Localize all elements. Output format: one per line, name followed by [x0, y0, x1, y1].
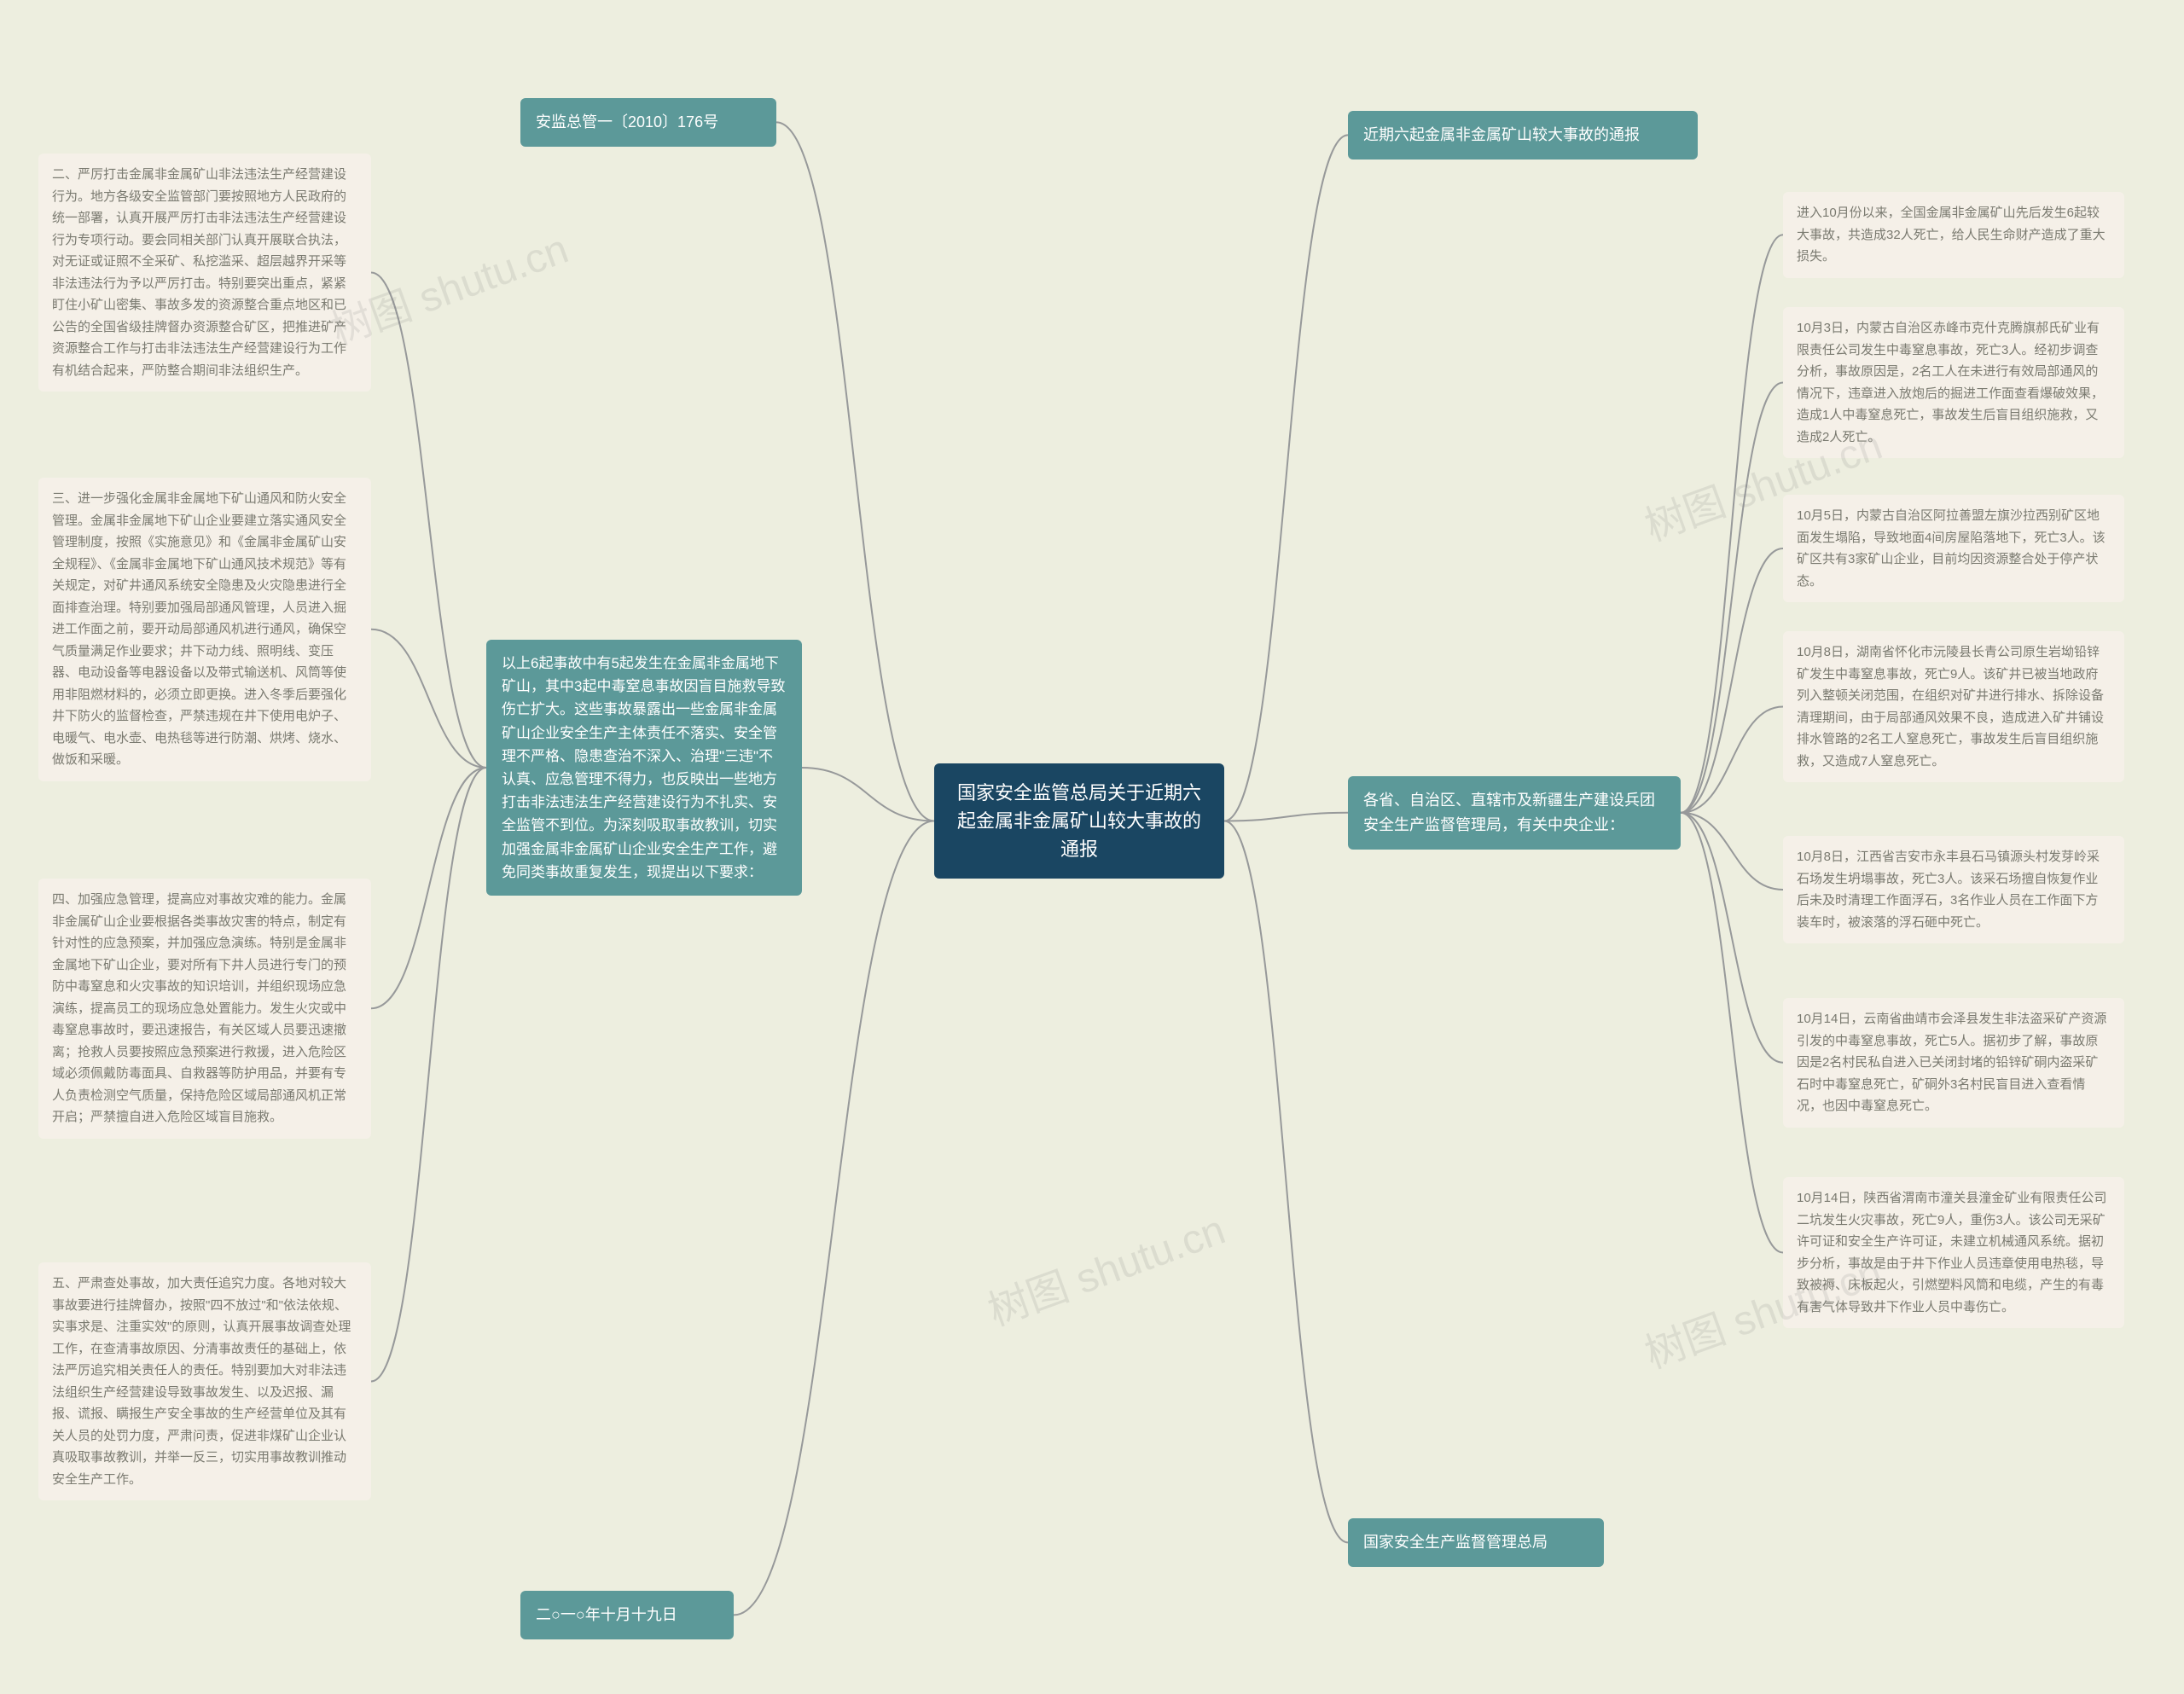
- right-branch-report-title: 近期六起金属非金属矿山较大事故的通报: [1348, 111, 1698, 160]
- right-child-intro: 进入10月份以来，全国金属非金属矿山先后发生6起较大事故，共造成32人死亡，给人…: [1783, 192, 2124, 278]
- right-child-oct8b: 10月8日，江西省吉安市永丰县石马镇源头村发芽岭采石场发生坍塌事故，死亡3人。该…: [1783, 836, 2124, 943]
- right-child-oct8a: 10月8日，湖南省怀化市沅陵县长青公司原生岩坳铅锌矿发生中毒窒息事故，死亡9人。…: [1783, 631, 2124, 782]
- right-branch-provinces: 各省、自治区、直辖市及新疆生产建设兵团安全生产监督管理局，有关中央企业：: [1348, 776, 1681, 850]
- left-branch-summary: 以上6起事故中有5起发生在金属非金属地下矿山，其中3起中毒窒息事故因盲目施救导致…: [486, 640, 802, 896]
- right-branch-agency: 国家安全生产监督管理总局: [1348, 1518, 1604, 1567]
- left-branch-doc-number: 安监总管一〔2010〕176号: [520, 98, 776, 147]
- watermark: 树图 shutu.cn: [979, 1196, 1232, 1337]
- left-child-3: 三、进一步强化金属非金属地下矿山通风和防火安全管理。金属非金属地下矿山企业要建立…: [38, 478, 371, 781]
- left-child-2: 二、严厉打击金属非金属矿山非法违法生产经营建设行为。地方各级安全监管部门要按照地…: [38, 154, 371, 392]
- right-child-oct14a: 10月14日，云南省曲靖市会泽县发生非法盗采矿产资源引发的中毒窒息事故，死亡5人…: [1783, 998, 2124, 1128]
- center-node: 国家安全监管总局关于近期六起金属非金属矿山较大事故的通报: [934, 763, 1224, 879]
- left-child-4: 四、加强应急管理，提高应对事故灾难的能力。金属非金属矿山企业要根据各类事故灾害的…: [38, 879, 371, 1139]
- right-child-oct3: 10月3日，内蒙古自治区赤峰市克什克腾旗郝氏矿业有限责任公司发生中毒窒息事故，死…: [1783, 307, 2124, 458]
- left-child-5: 五、严肃查处事故，加大责任追究力度。各地对较大事故要进行挂牌督办，按照"四不放过…: [38, 1262, 371, 1500]
- right-child-oct5: 10月5日，内蒙古自治区阿拉善盟左旗沙拉西别矿区地面发生塌陷，导致地面4间房屋陷…: [1783, 495, 2124, 602]
- right-child-oct14b: 10月14日，陕西省渭南市潼关县潼金矿业有限责任公司二坑发生火灾事故，死亡9人，…: [1783, 1177, 2124, 1328]
- left-branch-date: 二○一○年十月十九日: [520, 1591, 734, 1639]
